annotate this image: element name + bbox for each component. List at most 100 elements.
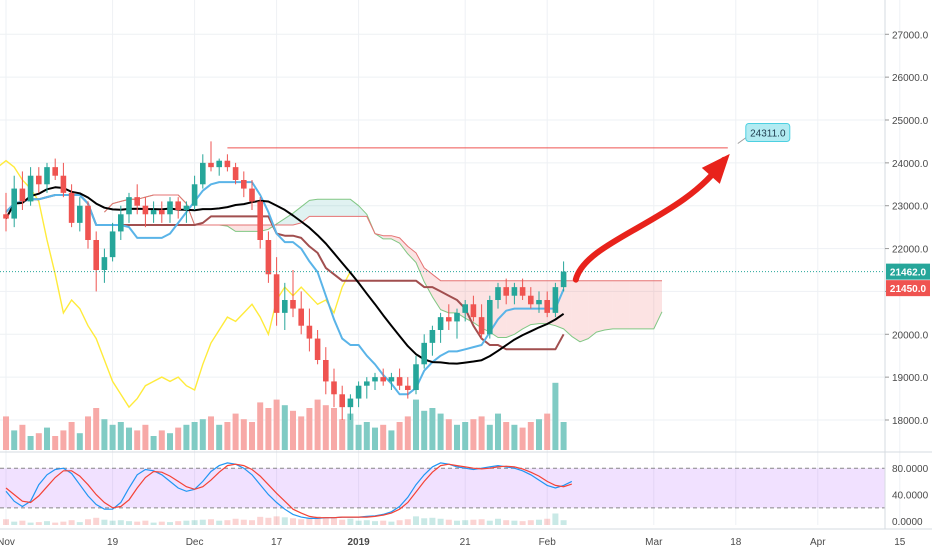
projection-arrow [572,156,727,283]
time-tick-label: Dec [186,537,204,548]
time-tick-label: 15 [894,537,906,548]
stoch-volume-bar [429,517,436,525]
candle-body [167,201,173,215]
time-tick-label: 17 [271,537,283,548]
cloud-segment [350,199,359,217]
stoch-volume-bar [93,517,100,525]
cloud-segment [301,200,310,223]
volume-bar [429,408,436,450]
volume-bar [224,422,231,450]
volume-bar [421,410,428,450]
price-tick-label: 19000.0 [892,373,929,384]
volume-bar [60,430,67,450]
stoch-volume-bar [44,521,50,525]
cloud-segment [645,280,654,329]
stoch-volume-bar [462,520,469,525]
cloud-segment [432,274,441,310]
cloud-segment [325,199,334,217]
cloud-segment [243,225,252,232]
cloud-segment [440,280,449,313]
volume-bar [306,408,313,450]
stoch-volume-bar [339,519,346,525]
stoch-volume-bar [27,522,34,525]
candle-body [560,271,567,288]
stoch-volume-bar [273,516,280,525]
cloud-segment [653,280,662,329]
stoch-volume-bar [11,521,18,525]
price-tick-label: 25000.0 [892,116,929,127]
stoch-tick-label: 0.0000 [892,517,923,528]
volume-bar [314,399,321,450]
candle-body [109,231,116,258]
time-tick-label: Nov [0,537,15,548]
candle-body [11,188,17,219]
candle-body [519,287,526,296]
candle-body [118,214,124,232]
volume-bar [101,419,108,450]
volume-bar [388,430,395,450]
cloud-segment [416,252,425,282]
candle-body [396,377,403,386]
time-tick-label: 18 [730,537,742,548]
price-tick-label: 27000.0 [892,30,929,41]
stoch-volume-bar [486,520,493,525]
stoch-volume-bar [314,516,321,525]
stoch-volume-bar [331,517,337,525]
volume-bar [142,424,149,450]
volume-bar [445,419,452,450]
volume-bar [281,405,288,450]
price-tag [886,263,930,280]
drawings: 24311.0 [0,123,885,283]
stoch-volume-bar [437,518,444,525]
stoch-volume-bar [150,522,157,525]
stoch-volume-bar [372,521,378,525]
lagging-span-line [0,159,352,409]
cloud-segment [407,246,416,263]
volume-bar [331,408,337,450]
stoch-volume-bar [503,520,510,525]
volume-bar [232,413,239,450]
stoch-volume-bar [478,519,485,525]
conversion-line [5,181,565,396]
cloud-segment [424,267,433,297]
ichimoku-cloud [104,194,663,343]
candle-body [3,214,9,219]
candle-body [355,385,362,399]
candle-body [364,381,370,386]
stoch-volume-bar [347,518,354,525]
stoch-volume-bar [380,520,387,525]
candle-body [372,377,378,382]
cloud-segment [621,280,630,329]
stoch-volume-bar [290,518,296,525]
volume-bar [68,422,75,450]
stoch-volume-bar [60,521,67,525]
stoch-volume-bar [470,519,477,525]
volume-bar [240,419,247,450]
candle-body [314,338,321,360]
price-tag-label: 21450.0 [890,284,927,295]
stoch-volume-bar [298,519,305,525]
volume-bar [495,413,501,450]
stoch-volume-bar [240,519,247,525]
stoch-volume-bar [536,519,542,525]
candle-body [101,257,108,270]
volume-bar [27,436,34,450]
volume-bar [52,436,59,450]
stoch-volume-bar [257,516,264,525]
stoch-volume-bar [183,520,190,525]
price-tick-label: 23000.0 [892,202,929,213]
candle-body [208,162,214,168]
stoch-volume-bar [404,519,411,525]
time-tick-label: 2019 [347,537,370,548]
stoch-volume-bar [216,520,223,525]
candle-body [446,317,452,322]
candle-body [544,300,550,313]
candle-body [487,300,493,335]
volume-bar [273,399,280,450]
candle-body [306,325,313,339]
candle-body [126,197,132,215]
stoch-volume-bar [35,522,42,525]
volume-bar [35,433,42,450]
candle-body [191,184,198,206]
